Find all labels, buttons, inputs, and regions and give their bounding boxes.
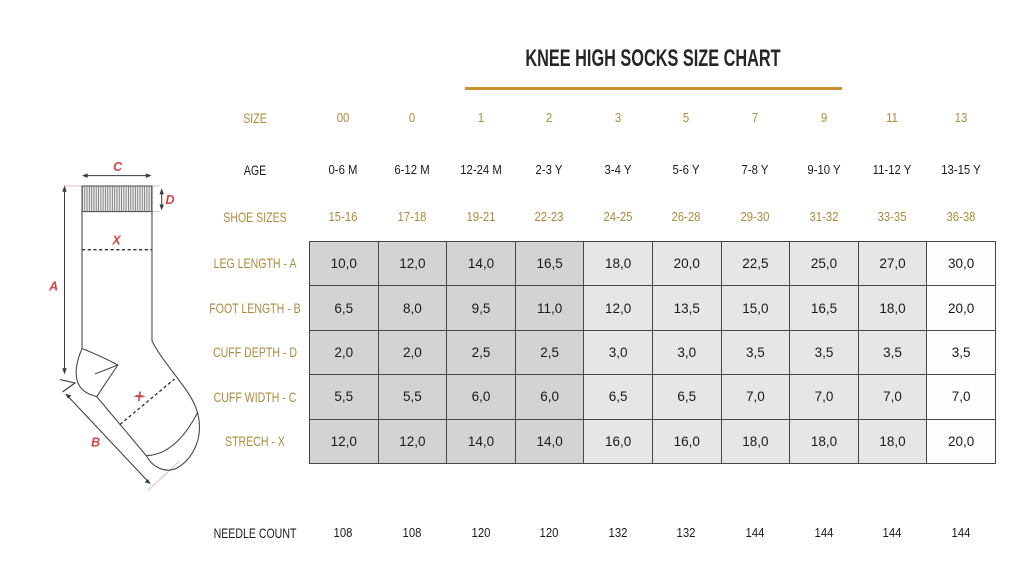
svg-text:B: B [91, 436, 100, 450]
svg-text:A: A [48, 280, 58, 294]
svg-text:D: D [165, 193, 174, 207]
svg-text:X: X [111, 234, 121, 248]
svg-text:C: C [113, 160, 123, 174]
